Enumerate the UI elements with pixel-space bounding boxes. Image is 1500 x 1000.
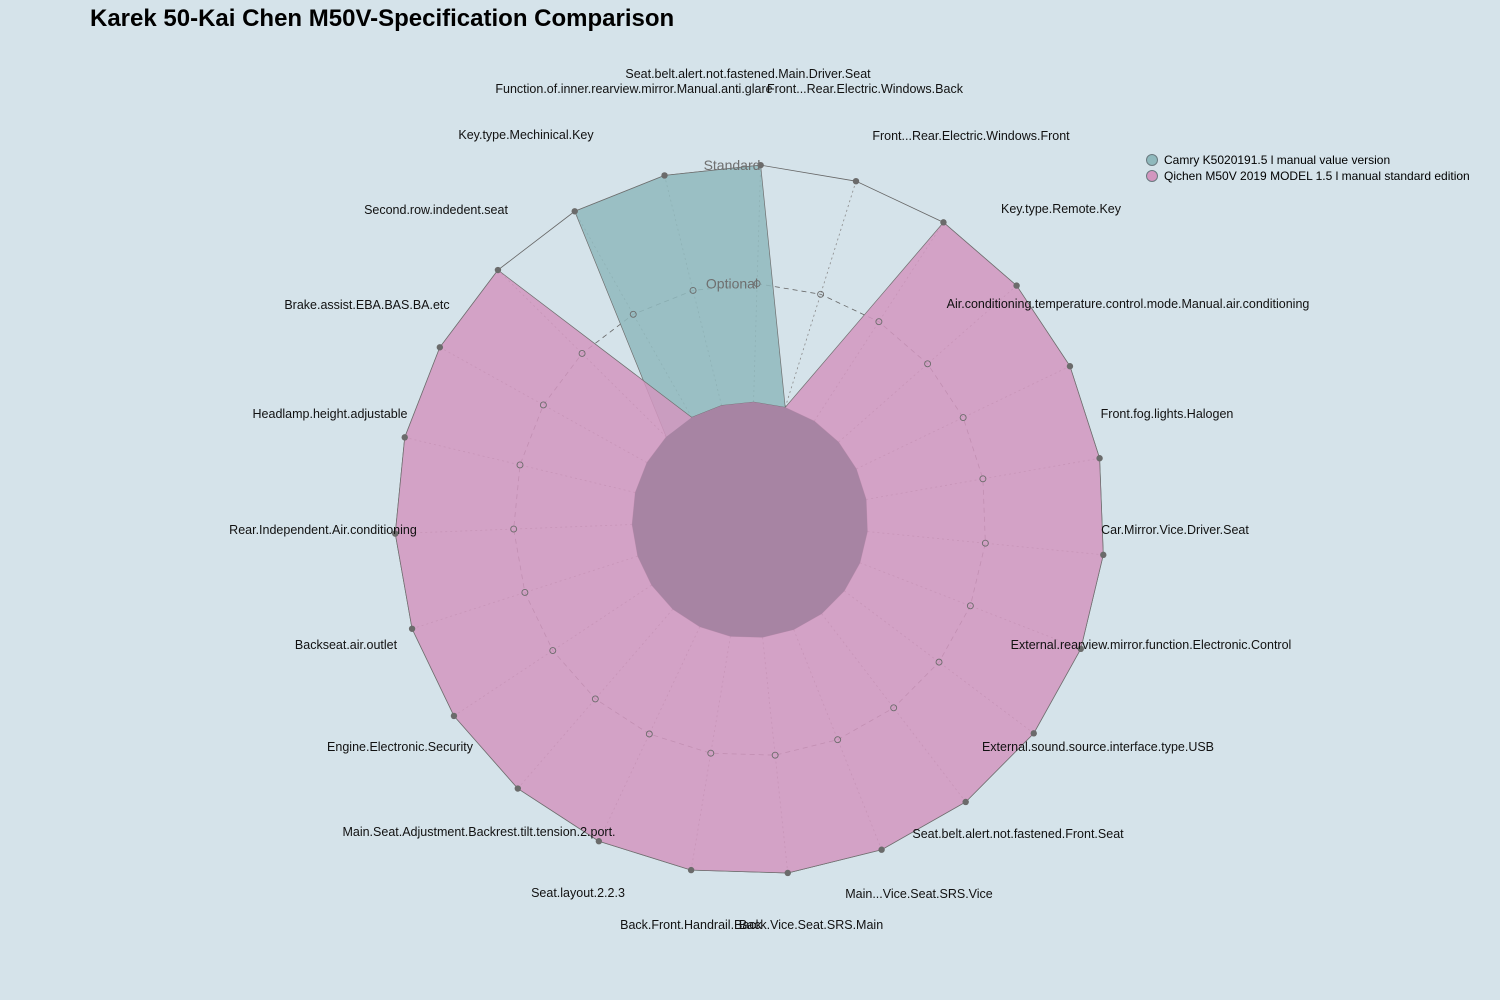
grid-marker <box>817 290 825 298</box>
grid-marker <box>510 525 518 533</box>
grid-marker <box>645 730 653 738</box>
chart-legend: Camry K5020191.5 l manual value version … <box>1146 152 1470 184</box>
chart-title: Karek 50-Kai Chen M50V-Specification Com… <box>90 5 675 32</box>
grid-marker <box>1030 730 1037 737</box>
grid-marker <box>935 658 943 666</box>
axis-label: Back.Front.Handrail.Back <box>620 918 762 932</box>
axis-label: Seat.belt.alert.not.fastened.Front.Seat <box>912 827 1124 841</box>
axis-label: External.rearview.mirror.function.Electr… <box>1011 638 1292 652</box>
grid-marker <box>979 475 987 483</box>
axis-label: Key.type.Remote.Key <box>1001 202 1122 216</box>
axis-label: Function.of.inner.rearview.mirror.Manual… <box>495 82 772 96</box>
legend-label-series-2: Qichen M50V 2019 MODEL 1.5 l manual stan… <box>1164 169 1470 183</box>
grid-marker <box>771 751 779 759</box>
axis-label: Air.conditioning.temperature.control.mod… <box>947 297 1310 311</box>
grid-marker <box>401 434 408 441</box>
grid-marker <box>687 866 695 874</box>
legend-item-series-2: Qichen M50V 2019 MODEL 1.5 l manual stan… <box>1146 168 1470 184</box>
grid-marker <box>450 712 458 720</box>
grid-marker <box>875 318 883 326</box>
grid-marker <box>959 414 967 421</box>
grid-marker <box>1013 282 1020 289</box>
grid-marker <box>539 401 547 409</box>
legend-item-series-1: Camry K5020191.5 l manual value version <box>1146 152 1470 168</box>
grid-marker <box>757 161 764 169</box>
grid-marker <box>629 310 637 318</box>
center-disc <box>632 402 868 638</box>
axis-label: Key.type.Mechinical.Key <box>458 128 594 142</box>
axis-label: Seat.layout.2.2.3 <box>531 886 625 900</box>
grid-marker <box>852 177 860 185</box>
grid-marker <box>436 344 444 351</box>
grid-marker <box>591 695 599 703</box>
grid-marker <box>1077 645 1084 653</box>
axis-label: Backseat.air.outlet <box>295 638 398 652</box>
axis-label: Engine.Electronic.Security <box>327 740 474 754</box>
grid-marker <box>707 749 715 757</box>
grid-marker <box>392 530 399 537</box>
grid-marker <box>981 539 989 547</box>
grid-marker <box>753 280 761 288</box>
level-label: Optional <box>706 276 758 292</box>
grid-marker <box>784 869 791 877</box>
axis-label: Main.Seat.Adjustment.Backrest.tilt.tensi… <box>342 825 615 839</box>
grid-marker <box>516 461 524 469</box>
grid-marker <box>494 266 502 274</box>
grid-marker <box>1096 455 1103 462</box>
axis-label: Back.Vice.Seat.SRS.Main <box>739 918 883 932</box>
grid-marker <box>549 647 557 654</box>
grid-marker <box>514 785 522 792</box>
grid-marker <box>924 360 932 368</box>
grid-marker <box>521 589 529 596</box>
legend-swatch-series-1 <box>1146 154 1158 166</box>
grid-marker <box>1066 363 1074 370</box>
axis-label: Rear.Independent.Air.conditioning <box>229 523 417 537</box>
grid-marker <box>571 208 578 215</box>
grid-marker <box>595 838 603 845</box>
axis-label: Headlamp.height.adjustable <box>253 407 408 421</box>
grid-marker <box>962 798 969 806</box>
axis-label: Front.fog.lights.Halogen <box>1101 407 1234 421</box>
axis-label: Second.row.indedent.seat <box>364 203 508 217</box>
grid-marker <box>890 704 898 712</box>
grid-marker <box>408 625 416 632</box>
grid-marker <box>1100 551 1107 559</box>
grid-marker <box>966 602 974 610</box>
axis-label: External.sound.source.interface.type.USB <box>982 740 1214 754</box>
grid-marker <box>834 736 842 744</box>
axis-label: Front...Rear.Electric.Windows.Back <box>767 82 964 96</box>
grid-marker <box>689 287 697 294</box>
grid-marker <box>940 219 947 226</box>
axis-label: Front...Rear.Electric.Windows.Front <box>872 129 1070 143</box>
axis-label: Seat.belt.alert.not.fastened.Main.Driver… <box>625 67 871 81</box>
grid-marker <box>578 350 586 357</box>
legend-swatch-series-2 <box>1146 170 1158 182</box>
grid-marker <box>878 846 885 853</box>
axis-label: Main...Vice.Seat.SRS.Vice <box>845 887 993 901</box>
grid-marker <box>661 172 668 179</box>
level-label: Standard <box>704 157 761 173</box>
axis-label: Brake.assist.EBA.BAS.BA.etc <box>284 298 449 312</box>
legend-label-series-1: Camry K5020191.5 l manual value version <box>1164 153 1391 167</box>
axis-label: Car.Mirror.Vice.Driver.Seat <box>1101 523 1249 537</box>
